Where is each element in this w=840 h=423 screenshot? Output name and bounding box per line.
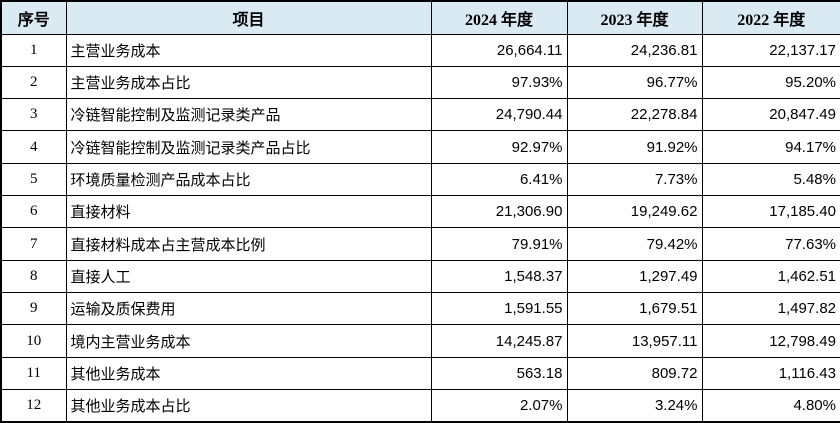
value-cell: 92.97% xyxy=(430,130,568,164)
item-cell: 直接材料成本占主营成本比例 xyxy=(65,227,432,261)
value-cell: 24,236.81 xyxy=(566,33,703,67)
table-row: 5 环境质量检测产品成本占比 6.41% 7.73% 5.48% xyxy=(0,162,840,197)
value-cell: 21,306.90 xyxy=(430,195,568,229)
value-cell: 79.91% xyxy=(430,227,568,261)
seq-cell: 8 xyxy=(0,259,67,294)
value-cell: 12,798.49 xyxy=(701,324,840,358)
value-cell: 809.72 xyxy=(566,356,703,391)
seq-cell: 7 xyxy=(0,227,67,261)
header-row: 序号 项目 2024 年度 2023 年度 2022 年度 xyxy=(0,0,840,35)
header-seq: 序号 xyxy=(0,0,67,35)
table-row: 8 直接人工 1,548.37 1,297.49 1,462.51 xyxy=(0,259,840,294)
item-cell: 其他业务成本 xyxy=(65,356,432,391)
value-cell: 97.93% xyxy=(430,65,568,100)
value-cell: 22,137.17 xyxy=(701,33,840,67)
seq-cell: 9 xyxy=(0,292,67,326)
header-2024: 2024 年度 xyxy=(430,0,568,35)
value-cell: 79.42% xyxy=(566,227,703,261)
seq-cell: 3 xyxy=(0,98,67,132)
seq-cell: 5 xyxy=(0,162,67,197)
value-cell: 5.48% xyxy=(701,162,840,197)
value-cell: 1,116.43 xyxy=(701,356,840,391)
seq-cell: 1 xyxy=(0,33,67,67)
table-row: 2 主营业务成本占比 97.93% 96.77% 95.20% xyxy=(0,65,840,100)
table-row: 7 直接材料成本占主营成本比例 79.91% 79.42% 77.63% xyxy=(0,227,840,261)
item-cell: 主营业务成本占比 xyxy=(65,65,432,100)
table-body: 1 主营业务成本 26,664.11 24,236.81 22,137.17 2 主营业务成… xyxy=(0,33,840,423)
header-item: 项目 xyxy=(65,0,432,35)
value-cell: 77.63% xyxy=(701,227,840,261)
table-row: 12 其他业务成本占比 2.07% 3.24% 4.80% xyxy=(0,389,840,423)
seq-cell: 6 xyxy=(0,195,67,229)
table-row: 10 境内主营业务成本 14,245.87 13,957.11 12,798.49 xyxy=(0,324,840,358)
value-cell: 3.24% xyxy=(566,389,703,423)
seq-cell: 4 xyxy=(0,130,67,164)
value-cell: 94.17% xyxy=(701,130,840,164)
value-cell: 20,847.49 xyxy=(701,98,840,132)
item-cell: 冷链智能控制及监测记录类产品占比 xyxy=(65,130,432,164)
item-cell: 其他业务成本占比 xyxy=(65,389,432,423)
value-cell: 13,957.11 xyxy=(566,324,703,358)
value-cell: 14,245.87 xyxy=(430,324,568,358)
item-cell: 运输及质保费用 xyxy=(65,292,432,326)
value-cell: 1,297.49 xyxy=(566,259,703,294)
table-row: 1 主营业务成本 26,664.11 24,236.81 22,137.17 xyxy=(0,33,840,67)
value-cell: 563.18 xyxy=(430,356,568,391)
header-2022: 2022 年度 xyxy=(701,0,840,35)
table-header: 序号 项目 2024 年度 2023 年度 2022 年度 xyxy=(0,0,840,35)
item-cell: 直接人工 xyxy=(65,259,432,294)
value-cell: 7.73% xyxy=(566,162,703,197)
item-cell: 冷链智能控制及监测记录类产品 xyxy=(65,98,432,132)
item-cell: 主营业务成本 xyxy=(65,33,432,67)
seq-cell: 12 xyxy=(0,389,67,423)
value-cell: 22,278.84 xyxy=(566,98,703,132)
table-row: 11 其他业务成本 563.18 809.72 1,116.43 xyxy=(0,356,840,391)
item-cell: 境内主营业务成本 xyxy=(65,324,432,358)
item-cell: 环境质量检测产品成本占比 xyxy=(65,162,432,197)
seq-cell: 2 xyxy=(0,65,67,100)
seq-cell: 10 xyxy=(0,324,67,358)
value-cell: 26,664.11 xyxy=(430,33,568,67)
value-cell: 1,679.51 xyxy=(566,292,703,326)
value-cell: 4.80% xyxy=(701,389,840,423)
table-row: 4 冷链智能控制及监测记录类产品占比 92.97% 91.92% 94.17% xyxy=(0,130,840,164)
table-row: 6 直接材料 21,306.90 19,249.62 17,185.40 xyxy=(0,195,840,229)
table-row: 9 运输及质保费用 1,591.55 1,679.51 1,497.82 xyxy=(0,292,840,326)
value-cell: 6.41% xyxy=(430,162,568,197)
value-cell: 1,591.55 xyxy=(430,292,568,326)
value-cell: 2.07% xyxy=(430,389,568,423)
table-row: 3 冷链智能控制及监测记录类产品 24,790.44 22,278.84 20,847.… xyxy=(0,98,840,132)
header-2023: 2023 年度 xyxy=(566,0,703,35)
value-cell: 24,790.44 xyxy=(430,98,568,132)
value-cell: 1,548.37 xyxy=(430,259,568,294)
item-cell: 直接材料 xyxy=(65,195,432,229)
value-cell: 17,185.40 xyxy=(701,195,840,229)
value-cell: 95.20% xyxy=(701,65,840,100)
value-cell: 96.77% xyxy=(566,65,703,100)
value-cell: 1,462.51 xyxy=(701,259,840,294)
value-cell: 1,497.82 xyxy=(701,292,840,326)
seq-cell: 11 xyxy=(0,356,67,391)
value-cell: 19,249.62 xyxy=(566,195,703,229)
value-cell: 91.92% xyxy=(566,130,703,164)
